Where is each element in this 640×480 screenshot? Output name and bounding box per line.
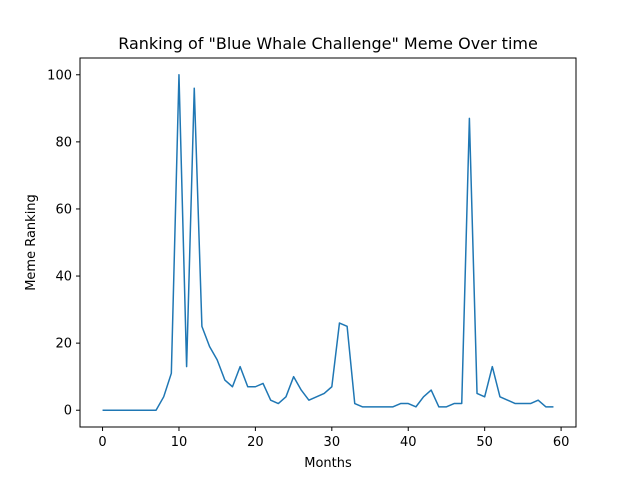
x-axis-label: Months [304,456,352,471]
series-layer [102,74,554,411]
x-tick-label: 0 [98,435,106,450]
x-tick-label: 20 [247,435,264,450]
y-tick-label: 60 [55,202,72,217]
y-tick-label: 20 [55,337,72,352]
y-tick-label: 40 [55,270,72,285]
x-tick-label: 40 [400,435,417,450]
x-tick-label: 60 [553,435,570,450]
y-tick-label: 80 [55,135,72,150]
y-tick-label: 100 [47,68,72,83]
y-tick-label: 0 [64,404,72,419]
x-tick-label: 50 [476,435,493,450]
x-tick-label: 10 [171,435,188,450]
y-axis-label: Meme Ranking [24,194,39,291]
x-tick-label: 30 [324,435,341,450]
chart-title: Ranking of "Blue Whale Challenge" Meme O… [118,34,538,53]
y-axis: 0 20 40 60 80 100 [47,68,80,419]
plot-frame [79,57,577,428]
x-axis: 0 10 20 30 40 50 60 [98,427,569,450]
series-line-0 [102,74,554,411]
